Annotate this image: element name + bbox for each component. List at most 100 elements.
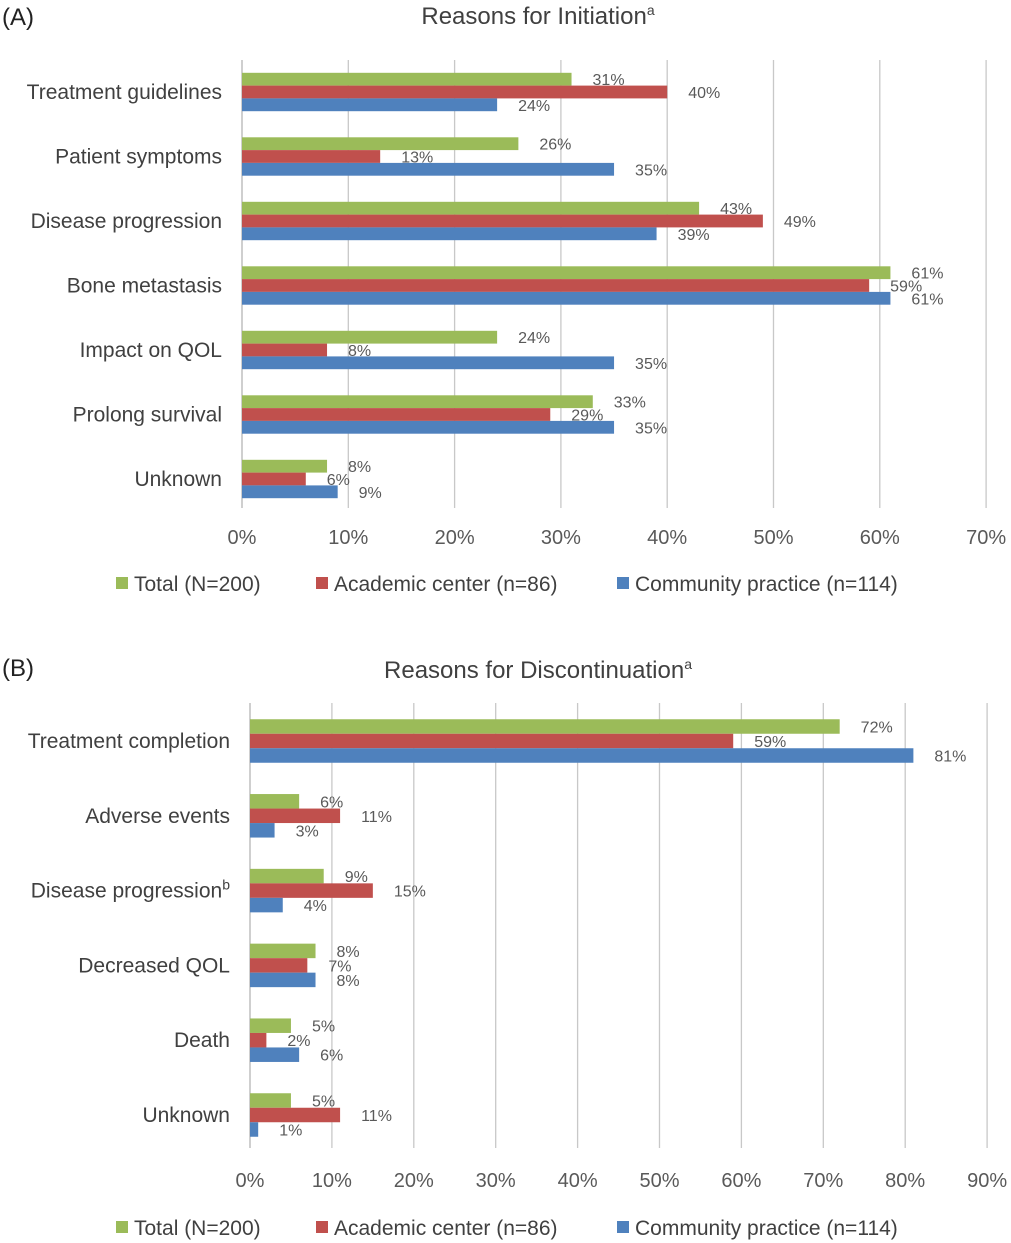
init-legend-label-community: Community practice (n=114) (635, 573, 898, 596)
init-bar-community (242, 291, 891, 305)
init-data-label-academic: 40% (688, 85, 720, 102)
disc-legend-swatch-community (617, 1221, 629, 1233)
disc-data-label-community: 4% (304, 898, 327, 915)
disc-legend-label-academic: Academic center (n=86) (334, 1217, 558, 1240)
init-data-label-community: 61% (911, 291, 943, 308)
disc-bar-community (250, 897, 283, 913)
disc-category-label: Unknown (142, 1104, 230, 1127)
init-data-label-academic: 6% (327, 472, 350, 489)
disc-x-tick-label: 80% (885, 1170, 925, 1192)
disc-bar-total (250, 868, 324, 884)
init-legend-label-academic: Academic center (n=86) (334, 573, 558, 596)
init-legend-label-total: Total (N=200) (134, 573, 261, 596)
init-data-label-community: 9% (359, 485, 382, 502)
init-data-label-academic: 13% (401, 150, 433, 167)
init-bar-community (242, 227, 657, 241)
disc-x-tick-label: 70% (803, 1170, 843, 1192)
disc-category-label: Decreased QOL (78, 954, 230, 977)
init-legend-swatch-academic (316, 577, 328, 589)
disc-data-label-community: 8% (337, 973, 360, 990)
init-data-label-total: 8% (348, 459, 371, 476)
init-category-label: Patient symptoms (55, 146, 222, 169)
disc-bar-total (250, 719, 840, 734)
init-bar-community (242, 485, 338, 499)
init-data-label-total: 61% (911, 266, 943, 283)
disc-data-label-academic: 11% (361, 1108, 392, 1125)
disc-bar-academic (250, 1032, 267, 1048)
disc-data-label-total: 6% (320, 794, 343, 811)
disc-data-label-total: 72% (861, 720, 893, 737)
disc-bar-total (250, 943, 316, 959)
init-bar-academic (242, 472, 306, 486)
init-bar-academic (242, 408, 551, 421)
init-bar-total (242, 201, 700, 215)
disc-x-tick-label: 0% (236, 1170, 265, 1192)
disc-data-label-academic: 7% (328, 958, 351, 975)
init-bar-total (242, 72, 572, 86)
init-data-label-community: 35% (635, 162, 667, 179)
initiation-chart: Reasons for Initiationa 0% 10% 20% 30% 40% 50%… (27, 2, 1007, 596)
init-category-label: Impact on QOL (80, 339, 222, 362)
init-bar-total (242, 266, 891, 280)
init-data-label-academic: 49% (784, 214, 816, 231)
discontinuation-chart: Reasons for Discontinuationa 0% 10% 20% 30% 4… (28, 656, 1008, 1240)
disc-data-label-academic: 59% (754, 734, 786, 751)
disc-bar-academic (250, 808, 341, 824)
init-x-tick-label: 20% (435, 527, 475, 549)
disc-x-tick-label: 50% (639, 1170, 679, 1192)
disc-bar-academic (250, 733, 734, 749)
panel-b-label: (B) (2, 655, 34, 682)
disc-bar-total (250, 794, 300, 809)
init-bar-community (242, 98, 498, 112)
init-category-label: Bone metastasis (67, 275, 222, 298)
init-data-label-total: 43% (720, 201, 752, 218)
disc-bar-academic (250, 883, 373, 898)
init-bar-total (242, 137, 519, 151)
init-bar-total (242, 395, 593, 409)
disc-bar-community (250, 748, 914, 763)
panel-a-label: (A) (2, 4, 34, 31)
disc-category-label: Treatment completion (28, 730, 230, 753)
disc-x-tick-label: 20% (394, 1170, 434, 1192)
init-title: Reasons for Initiationa (421, 2, 654, 30)
disc-x-tick-label: 60% (721, 1170, 761, 1192)
disc-data-label-total: 8% (337, 944, 360, 961)
init-legend-swatch-community (617, 577, 629, 589)
init-legend-swatch-total (116, 577, 128, 589)
init-data-label-total: 33% (614, 395, 646, 412)
init-bar-academic (242, 150, 381, 163)
disc-bar-total (250, 1093, 291, 1108)
disc-data-label-community: 81% (934, 749, 966, 766)
disc-data-label-total: 5% (312, 1019, 335, 1036)
disc-legend-swatch-total (116, 1221, 128, 1233)
disc-bar-community (250, 1047, 300, 1062)
disc-data-label-academic: 11% (361, 809, 392, 826)
init-data-label-community: 35% (635, 356, 667, 373)
init-data-label-total: 24% (518, 330, 550, 347)
init-bar-community (242, 420, 615, 434)
disc-bar-academic (250, 1107, 341, 1123)
init-bar-total (242, 330, 498, 344)
init-data-label-community: 39% (678, 227, 710, 244)
disc-legend-label-total: Total (N=200) (134, 1217, 261, 1240)
disc-bar-academic (250, 958, 308, 973)
init-data-label-community: 24% (518, 98, 550, 115)
disc-title: Reasons for Discontinuationa (384, 656, 692, 684)
init-data-label-community: 35% (635, 420, 667, 437)
init-x-tick-label: 60% (860, 527, 900, 549)
disc-x-tick-label: 40% (558, 1170, 598, 1192)
disc-legend-swatch-academic (316, 1221, 328, 1233)
init-bar-academic (242, 85, 668, 99)
init-x-tick-label: 70% (966, 527, 1006, 549)
disc-category-label: Adverse events (85, 805, 230, 828)
init-data-label-total: 26% (539, 137, 571, 154)
disc-data-label-academic: 15% (394, 884, 426, 901)
init-x-tick-label: 30% (541, 527, 581, 549)
init-category-label: Prolong survival (73, 404, 222, 427)
init-category-label: Treatment guidelines (27, 81, 222, 104)
init-bar-academic (242, 343, 328, 357)
init-x-tick-label: 40% (647, 527, 687, 549)
disc-category-label: Death (174, 1029, 230, 1052)
init-category-label: Disease progression (31, 210, 222, 233)
